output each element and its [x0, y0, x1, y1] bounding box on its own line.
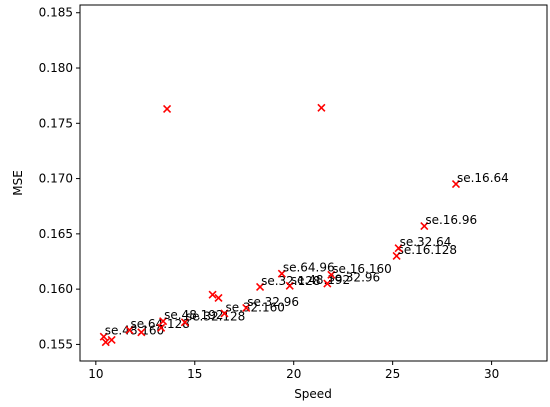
x-tick-label: 20	[286, 367, 301, 381]
y-axis-label: MSE	[11, 170, 25, 196]
data-point	[208, 290, 217, 299]
data-point-label: se.32.128	[186, 309, 245, 323]
y-tick-label: 0.170	[39, 172, 73, 186]
y-tick-label: 0.165	[39, 227, 73, 241]
data-point-label: se.32.64	[400, 235, 452, 249]
y-tick-label: 0.160	[39, 282, 73, 296]
y-axis: 0.155 0.160 0.165 0.170 0.175 0.180 0.185	[39, 6, 80, 351]
data-point	[137, 328, 146, 337]
data-point-label: se.16.64	[457, 171, 509, 185]
data-point	[451, 180, 461, 189]
data-point-label: se.16.160	[332, 262, 391, 276]
data-point	[99, 332, 108, 341]
data-point	[317, 103, 326, 112]
data-point-label: se.32.128	[261, 274, 320, 288]
data-point	[125, 325, 134, 335]
data-point	[327, 270, 336, 279]
data-point-label: se.48.160	[105, 324, 164, 338]
data-point-label: se.16.128	[398, 243, 457, 257]
plot-marks: se.48.160se.64.128se.48.192se.32.128se.3…	[99, 103, 509, 347]
x-tick-label: 30	[484, 367, 499, 381]
y-tick-label: 0.180	[39, 61, 73, 75]
data-point-label: se.32.96	[247, 295, 299, 309]
data-point	[394, 244, 403, 253]
x-tick-label: 15	[187, 367, 202, 381]
data-point	[242, 303, 251, 312]
data-point-label: se.48.192	[164, 308, 223, 322]
data-point	[256, 282, 265, 291]
x-axis: 10 15 20 25 30	[88, 361, 499, 381]
data-point	[285, 281, 294, 290]
data-point	[323, 279, 332, 288]
plot-frame	[79, 4, 548, 362]
data-point	[163, 104, 172, 113]
data-point	[107, 335, 116, 345]
data-point-label: se.48.192	[291, 273, 350, 287]
data-point-label: se.32.96	[328, 271, 380, 285]
data-point	[180, 318, 189, 327]
y-tick-label: 0.175	[39, 116, 73, 130]
data-point	[101, 338, 110, 347]
y-tick-label: 0.185	[39, 6, 73, 20]
data-point	[392, 251, 401, 261]
data-point	[159, 317, 168, 326]
y-tick-label: 0.155	[39, 337, 73, 351]
data-point	[214, 293, 223, 303]
data-point	[220, 309, 229, 318]
data-point	[157, 323, 166, 332]
data-point-label: se.64.96	[283, 261, 335, 275]
data-point-label: se.16.96	[425, 213, 477, 227]
data-point	[277, 269, 286, 278]
x-axis-label: Speed	[294, 387, 332, 401]
x-tick-label: 10	[88, 367, 103, 381]
data-point	[420, 222, 429, 231]
x-tick-label: 25	[385, 367, 400, 381]
data-point-label: se.32.160	[225, 300, 284, 314]
